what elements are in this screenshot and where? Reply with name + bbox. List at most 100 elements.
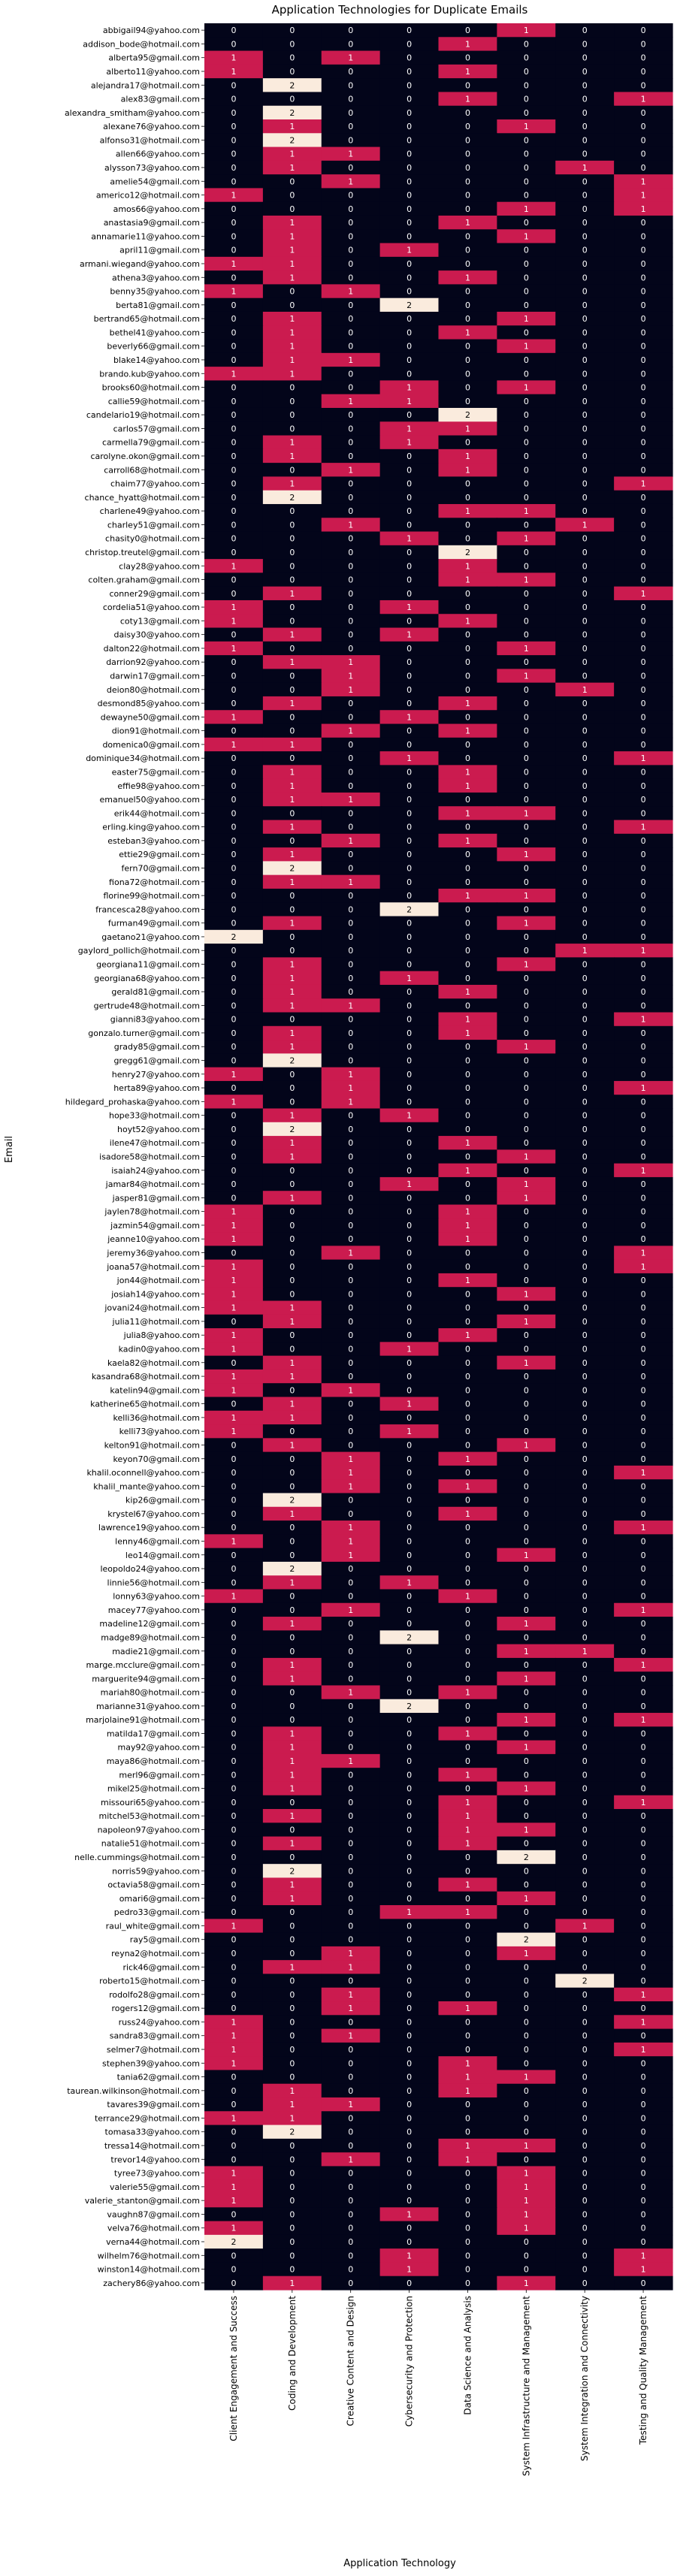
heatmap-cell (614, 37, 673, 52)
cell-value-label: 0 (407, 657, 412, 667)
cell-value-label: 0 (348, 2169, 353, 2179)
heatmap-cell (438, 78, 497, 93)
cell-value-label: 0 (348, 1234, 353, 1244)
cell-value-label: 1 (231, 2031, 236, 2041)
heatmap-cell (614, 215, 673, 230)
y-tick-label: omari6@gmail.com (119, 1894, 200, 1904)
heatmap-cell (321, 1149, 381, 1164)
heatmap-cell (614, 1891, 673, 1906)
heatmap-cell (555, 23, 615, 38)
heatmap-cell (438, 559, 497, 573)
cell-value-label: 0 (407, 1028, 412, 1038)
cell-value-label: 0 (582, 1496, 588, 1505)
cell-value-label: 1 (465, 1907, 470, 1917)
cell-value-label: 0 (465, 438, 470, 448)
heatmap-cell (497, 1424, 556, 1439)
cell-value-label: 0 (524, 1880, 529, 1890)
heatmap-cell (204, 1163, 264, 1178)
cell-value-label: 0 (407, 1756, 412, 1766)
cell-value-label: 0 (289, 1523, 295, 1533)
heatmap-cell (614, 2083, 673, 2098)
heatmap-cell (614, 1864, 673, 1879)
cell-value-label: 1 (289, 1894, 295, 1904)
cell-value-label: 0 (582, 726, 588, 736)
heatmap-cell (497, 407, 556, 422)
cell-value-label: 1 (524, 1647, 529, 1656)
heatmap-cell (379, 2097, 440, 2112)
cell-value-label: 0 (348, 1207, 353, 1217)
heatmap-cell (497, 2276, 556, 2291)
cell-value-label: 0 (231, 1756, 236, 1766)
cell-value-label: 0 (407, 80, 412, 90)
cell-value-label: 0 (289, 2017, 295, 2027)
cell-value-label: 0 (407, 1138, 412, 1148)
y-tick-label: stephen39@yahoo.com (102, 2058, 200, 2068)
cell-value-label: 0 (465, 1894, 470, 1904)
y-tick-label: natalie51@hotmail.com (101, 1839, 200, 1849)
heatmap-cell (555, 1781, 615, 1796)
heatmap-cell (497, 614, 556, 629)
cell-value-label: 0 (231, 1688, 236, 1698)
heatmap-cell (497, 105, 556, 120)
cell-value-label: 0 (524, 410, 529, 420)
heatmap-cell (614, 531, 673, 546)
cell-value-label: 1 (289, 2279, 295, 2288)
heatmap-cell (321, 407, 381, 422)
heatmap-cell (379, 902, 440, 917)
cell-value-label: 0 (641, 1839, 646, 1849)
heatmap-cell (614, 352, 673, 367)
heatmap-cell (379, 545, 440, 560)
cell-value-label: 0 (348, 1509, 353, 1519)
cell-value-label: 1 (465, 1234, 470, 1244)
heatmap-cell (497, 352, 556, 367)
heatmap-cell (438, 833, 497, 848)
cell-value-label: 0 (231, 630, 236, 640)
heatmap-cell (438, 655, 497, 669)
cell-value-label: 0 (348, 781, 353, 791)
cell-value-label: 0 (641, 39, 646, 49)
x-tick-label: Client Engagement and Success (228, 2296, 239, 2442)
y-tick-label: jon44@hotmail.com (116, 1276, 200, 1285)
cell-value-label: 0 (231, 1866, 236, 1876)
heatmap-cell (204, 2111, 264, 2126)
heatmap-cell (204, 1699, 264, 1714)
heatmap-cell (321, 215, 381, 230)
heatmap-cell (555, 394, 615, 409)
x-tick-label: Testing and Quality Management (638, 2296, 648, 2445)
heatmap-cell (497, 1781, 556, 1796)
cell-value-label: 0 (524, 355, 529, 365)
cell-value-label: 0 (641, 1592, 646, 1602)
heatmap-cell (497, 1974, 556, 1989)
heatmap-cell (555, 1753, 615, 1768)
cell-value-label: 0 (465, 1715, 470, 1725)
heatmap-cell (379, 2248, 440, 2263)
heatmap-cell (555, 1342, 615, 1357)
cell-value-label: 0 (348, 438, 353, 448)
heatmap-cell (614, 2262, 673, 2277)
heatmap-cell (497, 1012, 556, 1027)
heatmap-cell (555, 421, 615, 436)
heatmap-cell (204, 1342, 264, 1357)
heatmap-cell (204, 1479, 264, 1494)
heatmap-cell (497, 133, 556, 148)
cell-value-label: 1 (407, 534, 412, 544)
cell-value-label: 0 (407, 1990, 412, 2000)
cell-value-label: 0 (524, 1702, 529, 1711)
cell-value-label: 1 (465, 987, 470, 997)
heatmap-cell (204, 1685, 264, 1700)
y-tick-label: daisy30@yahoo.com (114, 630, 201, 640)
cell-value-label: 0 (524, 424, 529, 433)
cell-value-label: 0 (641, 1111, 646, 1121)
cell-value-label: 0 (407, 616, 412, 626)
cell-value-label: 0 (231, 506, 236, 516)
heatmap-cell (555, 476, 615, 491)
heatmap-cell (438, 1740, 497, 1755)
y-tick-label: isaiah24@yahoo.com (111, 1166, 200, 1176)
heatmap-cell (321, 1795, 381, 1810)
heatmap-cell (555, 2001, 615, 2016)
heatmap-cell (321, 1025, 381, 1040)
heatmap-cell (262, 174, 322, 189)
heatmap-cell (438, 2262, 497, 2277)
heatmap-cell (438, 586, 497, 601)
heatmap-cell (204, 1424, 264, 1439)
